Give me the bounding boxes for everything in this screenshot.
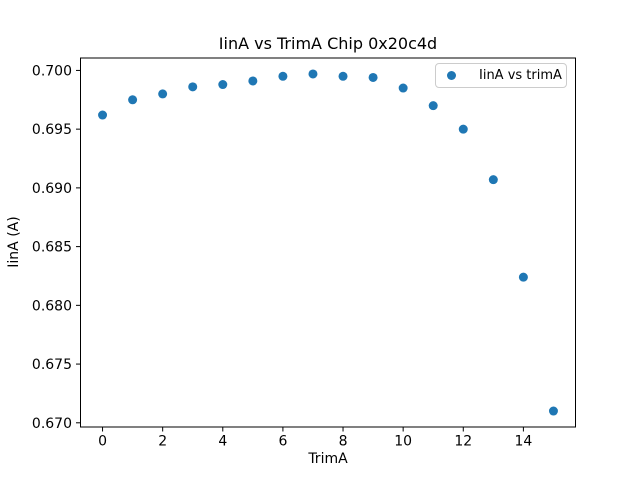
data-point — [248, 76, 258, 86]
data-point — [218, 80, 228, 90]
y-tick-label: 0.670 — [32, 416, 72, 432]
x-tick-label: 12 — [454, 434, 472, 450]
data-point — [128, 95, 138, 105]
y-tick-label: 0.685 — [32, 240, 72, 256]
x-tick-label: 8 — [339, 434, 348, 450]
y-tick-label: 0.690 — [32, 181, 72, 197]
legend-marker-icon — [447, 71, 456, 80]
data-point — [278, 71, 288, 81]
x-axis-label: TrimA — [308, 451, 348, 467]
y-tick-label: 0.700 — [32, 63, 72, 79]
data-point — [518, 272, 528, 282]
data-point — [338, 71, 348, 81]
chart-title: IinA vs TrimA Chip 0x20c4d — [218, 34, 438, 53]
data-point — [488, 175, 498, 185]
data-point — [368, 72, 378, 82]
y-tick-label: 0.675 — [32, 357, 72, 373]
plot-frame — [80, 57, 576, 428]
y-tick-label: 0.695 — [32, 122, 72, 138]
x-tick-label: 0 — [98, 434, 107, 450]
data-point — [308, 69, 318, 79]
data-point — [548, 406, 558, 416]
x-tick-label: 2 — [158, 434, 167, 450]
data-point — [398, 83, 408, 93]
x-tick-label: 10 — [394, 434, 412, 450]
y-tick-label: 0.680 — [32, 298, 72, 314]
x-tick-label: 14 — [514, 434, 532, 450]
data-point — [188, 82, 198, 92]
data-point — [458, 124, 468, 134]
x-tick-label: 6 — [278, 434, 287, 450]
legend: IinA vs trimA — [435, 63, 567, 88]
data-point — [158, 89, 168, 99]
x-tick-label: 4 — [218, 434, 227, 450]
data-point — [98, 110, 108, 120]
legend-label: IinA vs trimA — [479, 68, 562, 83]
data-point — [428, 101, 438, 111]
